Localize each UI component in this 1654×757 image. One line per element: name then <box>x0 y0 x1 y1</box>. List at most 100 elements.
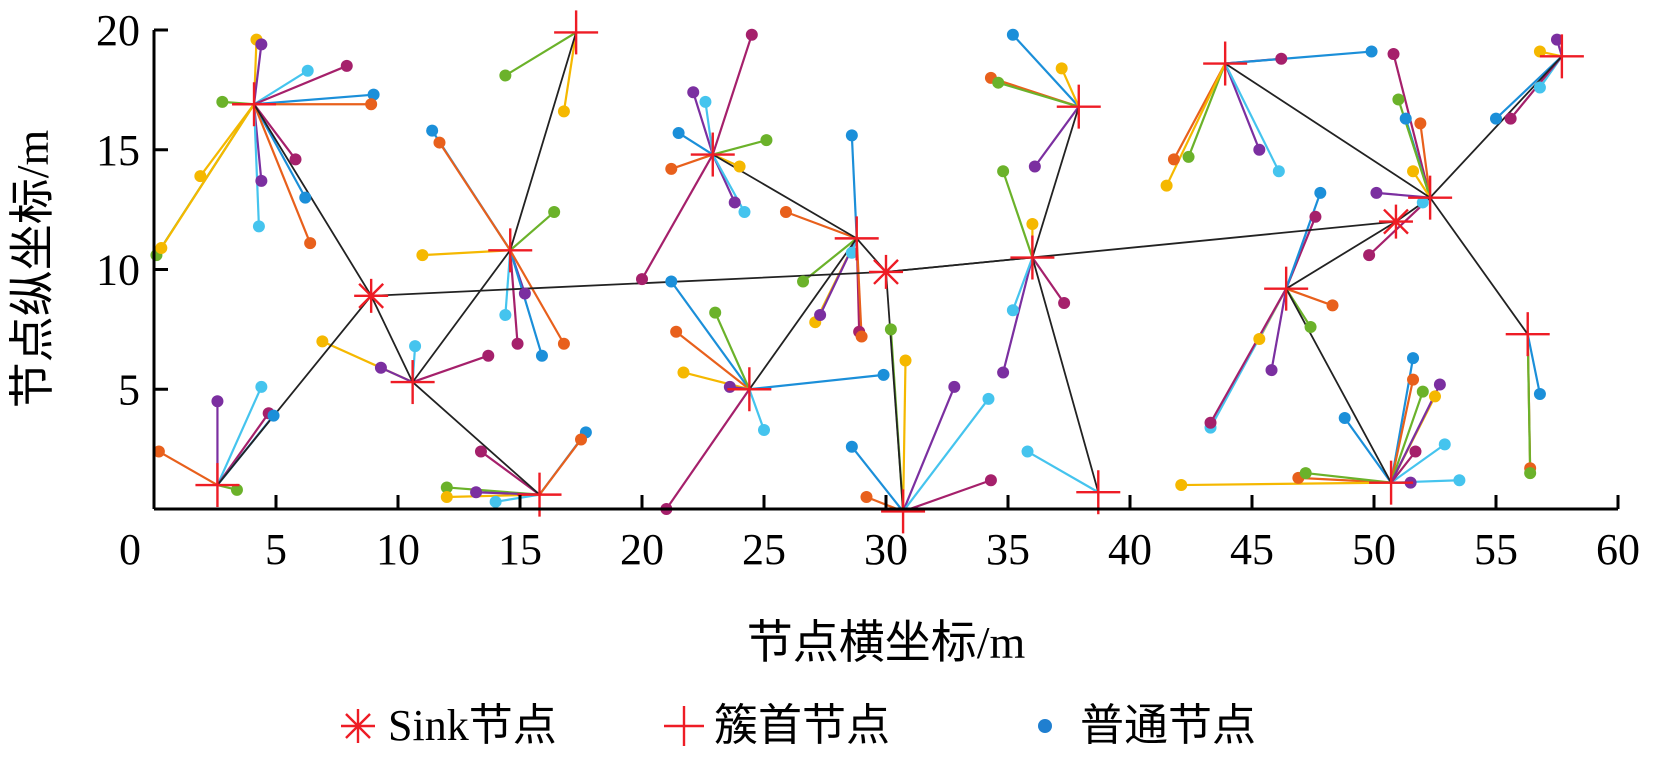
normal-node <box>1416 196 1429 209</box>
normal-node <box>1392 93 1405 106</box>
normal-node <box>1265 364 1278 377</box>
normal-node <box>1399 112 1412 125</box>
x-tick-label: 50 <box>1352 525 1396 574</box>
x-tick-label: 40 <box>1108 525 1152 574</box>
normal-node <box>860 491 873 504</box>
normal-node <box>672 126 685 139</box>
x-tick-label: 10 <box>376 525 420 574</box>
member-link <box>1390 443 1446 484</box>
member-link <box>1012 34 1080 108</box>
member-link <box>714 312 751 390</box>
x-tick-label: 60 <box>1596 525 1640 574</box>
normal-node <box>779 206 792 219</box>
normal-node <box>267 409 280 422</box>
normal-nodes-layer <box>150 28 1563 515</box>
normal-node <box>316 335 329 348</box>
y-tick-label: 5 <box>118 365 140 414</box>
normal-node <box>1309 210 1322 223</box>
normal-node <box>1253 332 1266 345</box>
x-tick-label: 5 <box>265 525 287 574</box>
normal-node <box>1167 153 1180 166</box>
normal-node <box>1409 445 1422 458</box>
normal-node <box>1326 299 1339 312</box>
normal-node <box>665 275 678 288</box>
normal-node <box>728 196 741 209</box>
member-link <box>562 32 578 112</box>
backbone-link <box>885 271 904 512</box>
member-link <box>1165 63 1227 187</box>
normal-node <box>499 69 512 82</box>
normal-node <box>548 206 561 219</box>
legend-head-symbol <box>664 706 704 746</box>
member-link <box>1181 481 1392 487</box>
member-link <box>1526 334 1532 474</box>
normal-node <box>255 380 268 393</box>
legend-item-head: 簇首节点 <box>664 701 890 750</box>
normal-node <box>1533 81 1546 94</box>
cluster-head-marker <box>881 489 926 534</box>
member-link <box>1526 333 1541 395</box>
backbone-link <box>1031 106 1080 258</box>
cluster-head-marker <box>690 132 735 177</box>
member-link <box>850 446 904 513</box>
member-link <box>504 31 577 77</box>
member-link <box>1390 379 1415 483</box>
normal-node <box>845 440 858 453</box>
cluster-head-marker <box>232 82 277 127</box>
normal-node <box>670 325 683 338</box>
member-link <box>1225 50 1372 65</box>
member-link <box>683 371 750 391</box>
member-link <box>1390 391 1424 484</box>
member-link <box>509 250 519 344</box>
member-link <box>1343 417 1392 484</box>
y-axis-ticks: 5 10 15 20 <box>96 6 168 414</box>
normal-node <box>636 273 648 286</box>
axes: 0 5 10 15 20 25 30 35 40 45 50 55 60 5 10 15 20 <box>96 6 1640 574</box>
normal-node <box>738 206 751 219</box>
normal-node <box>1504 112 1517 125</box>
normal-node <box>1275 52 1288 65</box>
normal-node <box>1533 388 1546 401</box>
member-link <box>675 330 751 391</box>
normal-node <box>1433 378 1446 391</box>
normal-node <box>575 433 587 446</box>
normal-node <box>1524 467 1537 480</box>
normal-node <box>194 170 207 183</box>
normal-node <box>982 392 995 405</box>
x-tick-label: 0 <box>119 525 141 574</box>
x-tick-label: 35 <box>986 525 1030 574</box>
cluster-head-marker <box>390 360 435 405</box>
backbone-link <box>1429 197 1529 335</box>
member-link <box>1060 67 1080 108</box>
member-link <box>1031 256 1066 304</box>
member-link <box>785 210 858 240</box>
normal-node <box>1363 249 1376 262</box>
sink-marker <box>354 278 389 313</box>
member-link <box>1209 288 1288 424</box>
normal-node <box>1370 186 1383 199</box>
normal-node <box>1490 112 1502 125</box>
normal-node <box>758 423 770 436</box>
normal-node <box>855 330 868 343</box>
legend-item-normal: 普通节点 <box>1038 701 1256 750</box>
normal-node <box>489 495 502 508</box>
normal-node <box>426 124 439 137</box>
normal-node <box>1182 150 1195 163</box>
member-link <box>665 388 751 510</box>
x-tick-label: 25 <box>742 525 786 574</box>
member-link <box>1011 257 1034 311</box>
member-link <box>253 103 312 244</box>
cluster-head-marker <box>554 10 599 55</box>
normal-node <box>440 481 453 494</box>
normal-node <box>365 98 378 111</box>
y-tick-label: 20 <box>96 6 140 55</box>
member-link <box>902 386 956 512</box>
normal-node <box>665 162 678 175</box>
cluster-head-marker <box>1408 175 1453 220</box>
normal-node <box>152 445 165 458</box>
normal-node <box>216 95 229 108</box>
legend-label-sink: Sink节点 <box>388 701 557 750</box>
normal-node <box>709 306 722 319</box>
member-link <box>1390 450 1417 484</box>
legend-normal-marker <box>1038 719 1052 733</box>
